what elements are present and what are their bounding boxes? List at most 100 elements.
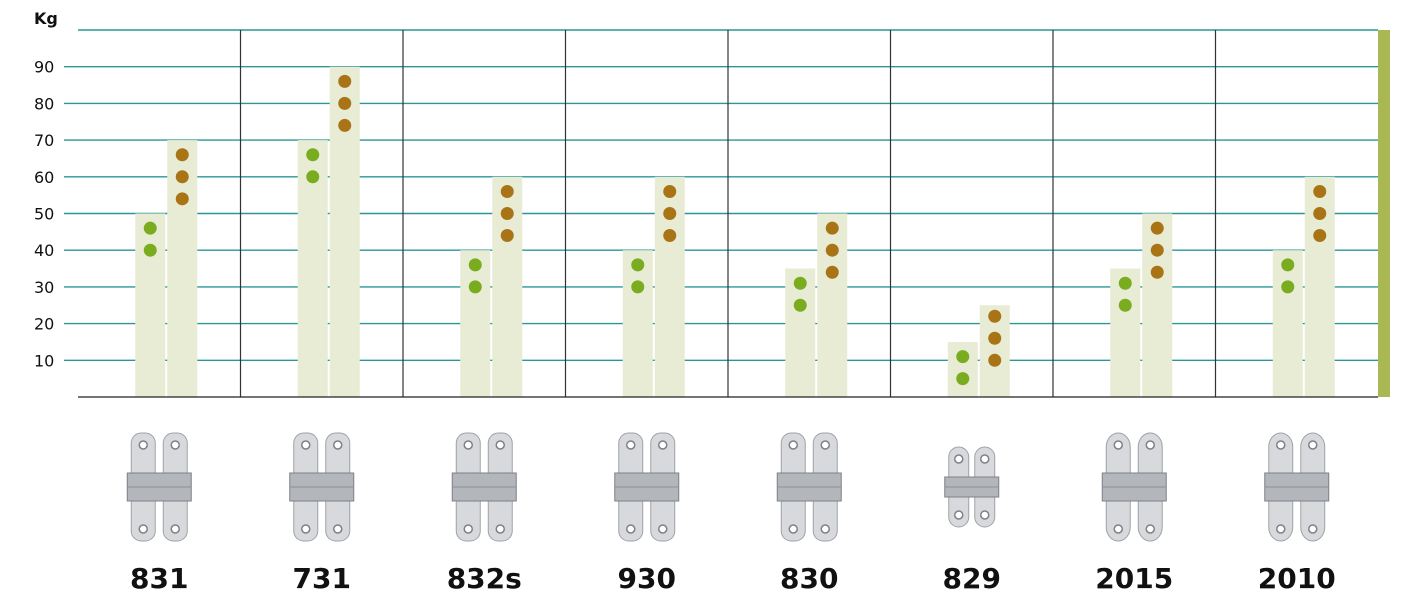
data-point <box>338 96 352 110</box>
data-point <box>793 298 807 312</box>
data-point <box>468 280 482 294</box>
screw-hole <box>301 440 311 450</box>
bar <box>329 66 360 397</box>
data-point <box>1281 280 1295 294</box>
bar <box>622 250 653 397</box>
data-point <box>175 148 189 162</box>
data-point <box>988 331 1002 345</box>
y-tick-labels: 10 20 30 40 50 60 70 80 90 <box>34 58 54 371</box>
screw-hole <box>495 440 505 450</box>
data-point <box>175 192 189 206</box>
data-point <box>338 118 352 132</box>
screw-hole <box>333 440 343 450</box>
product-images <box>126 432 1330 542</box>
data-point <box>631 258 645 272</box>
screw-hole <box>658 524 668 534</box>
accent-side-bar <box>1378 30 1390 397</box>
data-point <box>1281 258 1295 272</box>
column-separators <box>239 30 1217 397</box>
screw-hole <box>980 454 990 464</box>
data-point <box>988 353 1002 367</box>
data-point <box>1313 229 1327 243</box>
category-label: 930 <box>618 562 676 594</box>
bar <box>460 250 491 397</box>
y-tick-label: 10 <box>34 351 54 370</box>
data-point <box>988 309 1002 323</box>
data-points <box>143 74 1327 386</box>
category-labels: 831 731 832s 930 830 829 2015 2010 <box>130 562 1336 594</box>
data-point <box>663 207 677 220</box>
screw-hole <box>820 524 830 534</box>
screw-hole <box>1308 440 1318 450</box>
gridlines <box>64 29 1378 361</box>
hinge-image <box>614 432 680 542</box>
category-label: 731 <box>293 562 351 594</box>
data-point <box>1150 265 1164 279</box>
data-point <box>793 276 807 290</box>
data-point <box>306 170 320 184</box>
y-tick-label: 20 <box>34 315 54 334</box>
screw-hole <box>658 440 668 450</box>
hinge-image <box>1264 432 1330 542</box>
screw-hole <box>170 440 180 450</box>
hinge-image <box>289 432 355 542</box>
screw-hole <box>1276 524 1286 534</box>
screw-hole <box>1276 440 1286 450</box>
screw-hole <box>820 440 830 450</box>
y-tick-label: 40 <box>34 241 54 260</box>
data-point <box>500 207 514 220</box>
y-tick-label: 90 <box>34 58 54 77</box>
hinge-image <box>776 432 842 542</box>
hinge-image <box>451 432 517 542</box>
screw-hole <box>138 524 148 534</box>
bar <box>135 213 166 397</box>
data-point <box>825 265 839 279</box>
hinge-image <box>944 446 1000 528</box>
hinge-image <box>126 432 192 542</box>
data-point <box>956 372 970 386</box>
data-point <box>1313 184 1327 198</box>
data-point <box>631 280 645 294</box>
bar <box>1272 250 1303 397</box>
category-label: 2010 <box>1258 562 1336 594</box>
y-tick-label: 70 <box>34 131 54 150</box>
y-tick-label: 30 <box>34 278 54 297</box>
screw-hole <box>980 510 990 520</box>
category-label: 2015 <box>1095 562 1173 594</box>
data-point <box>663 229 677 243</box>
data-point <box>1118 298 1132 312</box>
screw-hole <box>954 454 964 464</box>
screw-hole <box>138 440 148 450</box>
y-axis-unit-label: Kg <box>34 9 58 28</box>
data-point <box>1150 243 1164 257</box>
screw-hole <box>495 524 505 534</box>
screw-hole <box>788 440 798 450</box>
data-point <box>468 258 482 272</box>
bar <box>817 213 848 397</box>
category-label: 830 <box>780 562 838 594</box>
data-point <box>1118 276 1132 290</box>
screw-hole <box>626 440 636 450</box>
bar <box>1142 213 1173 397</box>
bar <box>785 268 816 397</box>
hinge-image <box>1101 432 1167 542</box>
data-point <box>825 221 839 235</box>
data-point <box>956 350 970 364</box>
data-point <box>500 184 514 198</box>
screw-hole <box>463 440 473 450</box>
screw-hole <box>788 524 798 534</box>
screw-hole <box>1308 524 1318 534</box>
data-point <box>306 148 320 162</box>
data-point <box>175 170 189 184</box>
screw-hole <box>954 510 964 520</box>
data-point <box>500 229 514 243</box>
screw-hole <box>463 524 473 534</box>
y-tick-label: 80 <box>34 94 54 113</box>
screw-hole <box>1113 440 1123 450</box>
data-point <box>143 243 157 257</box>
screw-hole <box>170 524 180 534</box>
data-point <box>1313 207 1327 220</box>
screw-hole <box>301 524 311 534</box>
bar <box>1110 268 1141 397</box>
